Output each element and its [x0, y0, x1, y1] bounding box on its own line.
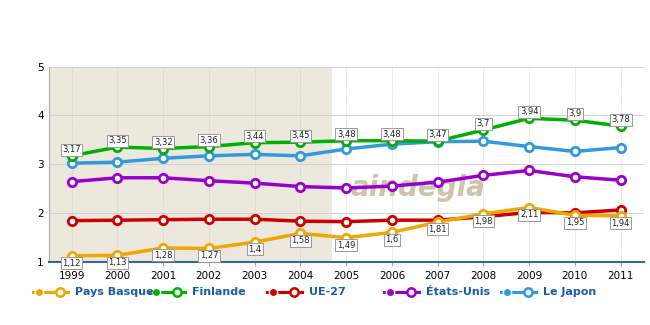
Text: 1,27: 1,27	[200, 251, 218, 260]
Text: UE-27: UE-27	[309, 287, 346, 297]
Text: Pays Basque: Pays Basque	[75, 287, 153, 297]
Text: Finlande: Finlande	[192, 287, 246, 297]
Text: 3,78: 3,78	[611, 115, 630, 124]
Text: 3,32: 3,32	[154, 138, 172, 147]
Text: Le Japon: Le Japon	[543, 287, 596, 297]
Text: 3,36: 3,36	[200, 136, 218, 145]
Text: 1,81: 1,81	[428, 225, 447, 234]
Text: 3,48: 3,48	[383, 130, 401, 139]
Text: 3,35: 3,35	[108, 136, 127, 145]
Text: 1,6: 1,6	[385, 235, 398, 244]
Text: 1,49: 1,49	[337, 240, 356, 250]
Text: Les dépenses de R & D (% du PIB): Les dépenses de R & D (% du PIB)	[10, 18, 410, 39]
Text: 1,94: 1,94	[612, 219, 630, 228]
Bar	[49, 67, 332, 262]
Text: 2,11: 2,11	[520, 210, 538, 219]
Text: 3,94: 3,94	[520, 108, 538, 116]
Text: 3,9: 3,9	[568, 110, 582, 118]
Text: 1,95: 1,95	[566, 218, 584, 227]
Text: 1,58: 1,58	[291, 236, 309, 245]
Text: 3,7: 3,7	[476, 119, 490, 128]
Text: 3,45: 3,45	[291, 131, 309, 140]
Text: 3,17: 3,17	[62, 145, 81, 154]
Text: aindegia: aindegia	[350, 174, 485, 202]
Text: 1,98: 1,98	[474, 217, 493, 226]
Text: 1,28: 1,28	[154, 251, 172, 260]
Text: États-Unis: États-Unis	[426, 287, 490, 297]
Text: 3,48: 3,48	[337, 130, 356, 139]
Text: 3,47: 3,47	[428, 130, 447, 139]
Text: 3,44: 3,44	[246, 132, 264, 141]
Text: 1,12: 1,12	[62, 259, 81, 267]
Text: 1,4: 1,4	[248, 245, 261, 254]
Text: 1,13: 1,13	[108, 258, 127, 267]
